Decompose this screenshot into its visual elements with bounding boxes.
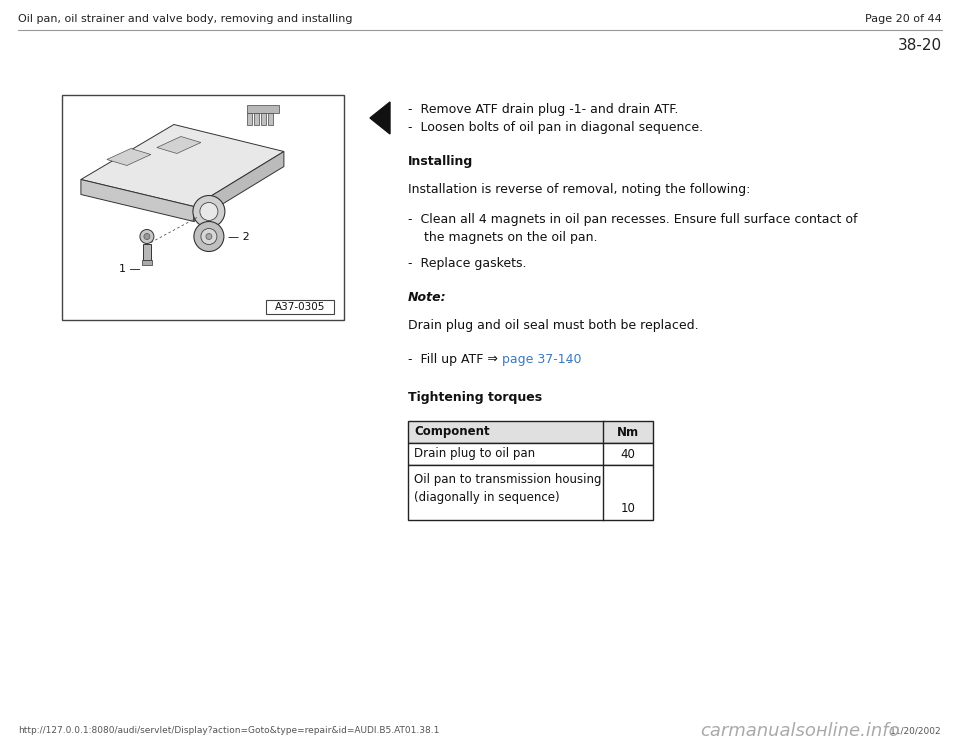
Text: -  Clean all 4 magnets in oil pan recesses. Ensure full surface contact of: - Clean all 4 magnets in oil pan recesse… [408,213,857,226]
Text: Drain plug and oil seal must both be replaced.: Drain plug and oil seal must both be rep… [408,319,699,332]
Circle shape [193,195,225,228]
Polygon shape [370,102,390,134]
Bar [408,465,653,520]
Text: the magnets on the oil pan.: the magnets on the oil pan. [408,231,597,244]
Polygon shape [194,151,284,222]
Text: page 37-140: page 37-140 [502,353,582,366]
Text: 1 —: 1 — [119,263,141,274]
Text: 11/20/2002: 11/20/2002 [890,726,942,735]
Text: .: . [564,353,571,366]
Text: Page 20 of 44: Page 20 of 44 [865,14,942,24]
Circle shape [194,222,224,252]
Bar [408,421,653,443]
Text: 38-20: 38-20 [898,38,942,53]
Text: Installing: Installing [408,155,473,168]
Polygon shape [81,180,194,222]
Text: Component: Component [414,425,490,439]
Polygon shape [156,137,201,154]
Text: Oil pan, oil strainer and valve body, removing and installing: Oil pan, oil strainer and valve body, re… [18,14,352,24]
Text: 40: 40 [620,447,636,461]
Bar [261,113,266,125]
Text: http://127.0.0.1:8080/audi/servlet/Display?action=Goto&type=repair&id=AUDI.B5.AT: http://127.0.0.1:8080/audi/servlet/Displ… [18,726,440,735]
Text: -  Loosen bolts of oil pan in diagonal sequence.: - Loosen bolts of oil pan in diagonal se… [408,121,703,134]
Bar [253,113,259,125]
Text: Tightening torques: Tightening torques [408,391,542,404]
Bar [62,95,344,320]
Polygon shape [107,148,151,165]
Polygon shape [81,125,284,206]
Text: Installation is reverse of removal, noting the following:: Installation is reverse of removal, noti… [408,183,751,196]
Circle shape [201,229,217,245]
Text: Oil pan to transmission housing: Oil pan to transmission housing [414,473,602,486]
Text: (diagonally in sequence): (diagonally in sequence) [414,491,560,504]
Text: -  Fill up ATF ⇒: - Fill up ATF ⇒ [408,353,502,366]
Circle shape [205,234,212,240]
Circle shape [200,203,218,220]
Text: A37-0305: A37-0305 [275,302,325,312]
Bar [268,113,273,125]
Circle shape [144,234,150,240]
Circle shape [140,229,154,243]
Bar [247,105,279,113]
Text: carmanualsонline.info: carmanualsонline.info [700,722,900,740]
Text: 10: 10 [620,502,636,514]
Text: — 2: — 2 [228,232,250,241]
Bar [266,300,334,314]
Text: Drain plug to oil pan: Drain plug to oil pan [414,447,535,461]
Bar [143,243,151,260]
Bar [247,113,252,125]
Bar [408,443,653,465]
Text: -  Remove ATF drain plug -1- and drain ATF.: - Remove ATF drain plug -1- and drain AT… [408,103,679,116]
Text: Nm: Nm [617,425,639,439]
Bar [142,260,152,264]
Text: Note:: Note: [408,291,446,304]
Text: -  Replace gaskets.: - Replace gaskets. [408,257,526,270]
